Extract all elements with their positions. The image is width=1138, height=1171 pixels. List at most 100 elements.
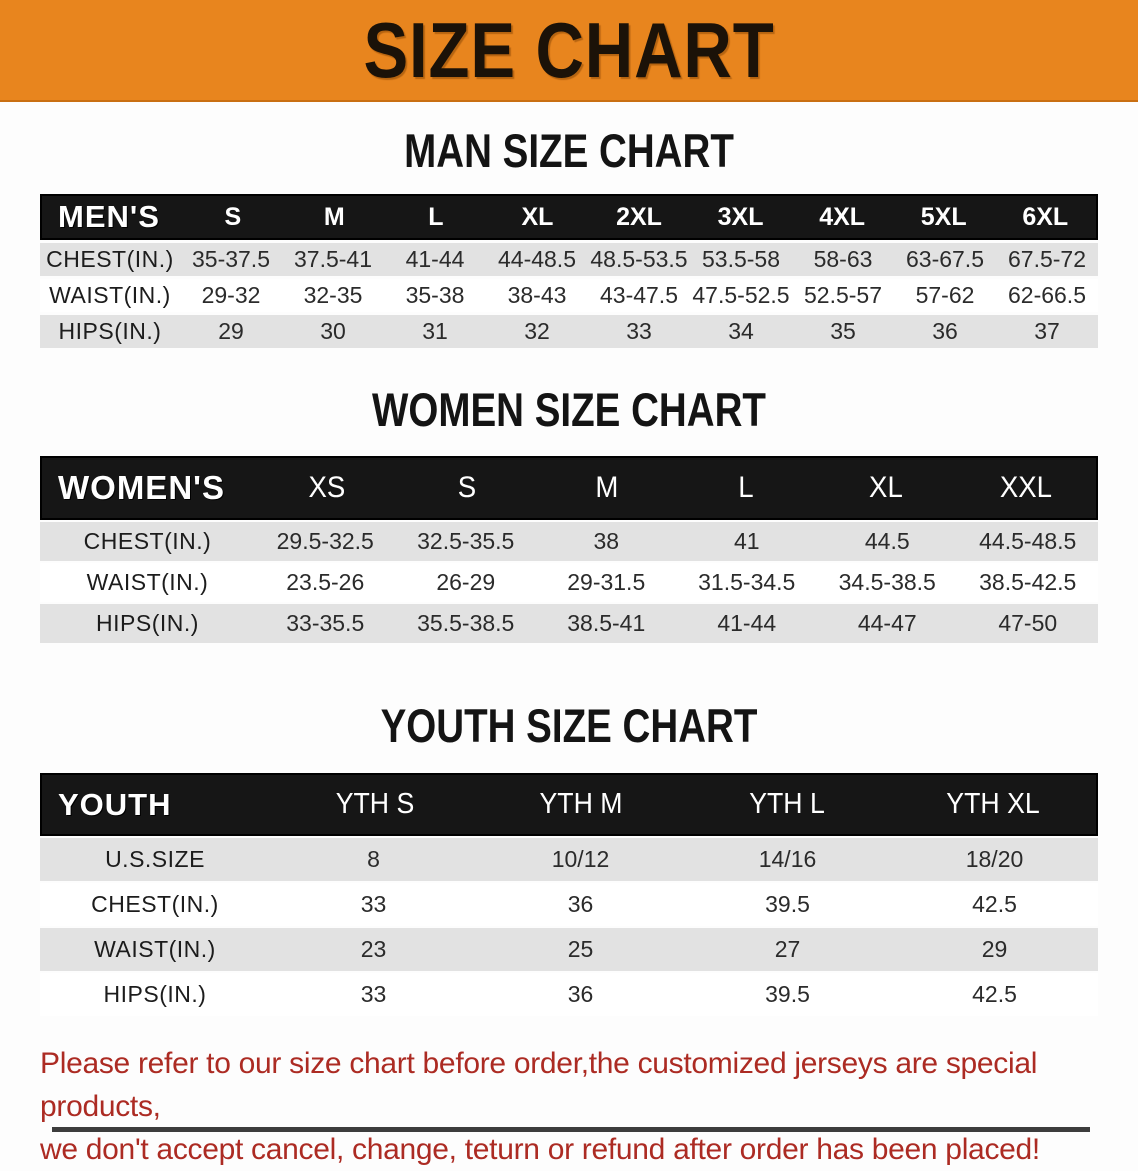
size-value: 29 <box>981 936 1008 962</box>
men-size-table: MEN'S S M L XL 2XL 3XL 4XL 5XL 6XL CHEST(IN.) 35-3… <box>40 194 1098 348</box>
size-value: 44-48.5 <box>497 246 576 272</box>
size-value: 31 <box>422 318 448 344</box>
size-value: 38.5-41 <box>567 610 646 636</box>
size-value: 42.5 <box>972 981 1017 1007</box>
size-value: 10/12 <box>551 846 610 872</box>
row-label: U.S.SIZE <box>105 846 205 872</box>
size-value: 32 <box>524 318 550 344</box>
size-value: 44.5 <box>864 528 910 554</box>
table-row: WAIST(IN.) 29-32 32-35 35-38 38-43 43-47.5 47.… <box>40 279 1098 312</box>
size-value: 34 <box>728 318 754 344</box>
men-table-header-row: MEN'S S M L XL 2XL 3XL 4XL 5XL 6XL <box>40 194 1098 240</box>
row-label: HIPS(IN.) <box>103 981 207 1007</box>
size-value: 53.5-58 <box>701 246 780 272</box>
table-corner-label: WOMEN'S <box>58 469 226 506</box>
size-value: 36 <box>567 891 594 917</box>
youth-size-table: YOUTH YTH S YTH M YTH L YTH XL U.S.SIZE 8 10/1… <box>40 773 1098 1016</box>
size-value: 67.5-72 <box>1007 246 1086 272</box>
column-header: M <box>323 202 345 231</box>
table-row: U.S.SIZE 8 10/12 14/16 18/20 <box>40 838 1098 881</box>
column-header: 5XL <box>920 202 967 231</box>
column-header: YTH S <box>335 788 415 820</box>
column-header: YTH XL <box>946 788 1040 820</box>
size-value: 32.5-35.5 <box>417 528 515 554</box>
size-value: 37.5-41 <box>293 246 372 272</box>
column-header: 4XL <box>819 202 866 231</box>
youth-table-header-row: YOUTH YTH S YTH M YTH L YTH XL <box>40 773 1098 836</box>
size-value: 35 <box>830 318 856 344</box>
size-value: 34.5-38.5 <box>838 569 936 595</box>
size-value: 58-63 <box>813 246 873 272</box>
size-value: 44.5-48.5 <box>979 528 1077 554</box>
column-header: XL <box>521 202 554 231</box>
youth-size-chart-heading: YOUTH SIZE CHART <box>380 699 758 752</box>
table-row: CHEST(IN.) 35-37.5 37.5-41 41-44 44-48.5 48.5… <box>40 243 1098 276</box>
size-value: 36 <box>932 318 958 344</box>
size-value: 48.5-53.5 <box>590 246 688 272</box>
size-value: 38-43 <box>507 282 567 308</box>
row-label: WAIST(IN.) <box>94 936 216 962</box>
size-value: 27 <box>774 936 801 962</box>
size-value: 47.5-52.5 <box>692 282 790 308</box>
size-value: 63-67.5 <box>905 246 984 272</box>
size-value: 33 <box>360 891 387 917</box>
size-value: 8 <box>367 846 380 872</box>
column-header: XS <box>308 471 346 504</box>
size-value: 41 <box>733 528 760 554</box>
order-disclaimer-note: Please refer to our size chart before or… <box>40 1042 1100 1171</box>
size-value: 18/20 <box>965 846 1024 872</box>
size-value: 23.5-26 <box>286 569 365 595</box>
size-value: 35.5-38.5 <box>417 610 515 636</box>
size-value: 30 <box>320 318 346 344</box>
youth-table-body: U.S.SIZE 8 10/12 14/16 18/20 CHEST(IN.) 33 36 39… <box>40 838 1098 1016</box>
size-value: 29 <box>218 318 244 344</box>
size-chart-banner: SIZE CHART <box>0 0 1138 102</box>
row-label: CHEST(IN.) <box>46 246 174 272</box>
size-value: 29-32 <box>201 282 261 308</box>
size-value: 14/16 <box>758 846 817 872</box>
size-value: 47-50 <box>998 610 1058 636</box>
row-label: HIPS(IN.) <box>58 318 162 344</box>
size-value: 41-44 <box>405 246 465 272</box>
size-value: 35-38 <box>405 282 465 308</box>
women-size-table: WOMEN'S XS S M L XL XXL CHEST(IN.) 29.5-32.5 32.… <box>40 456 1098 643</box>
size-value: 33-35.5 <box>286 610 365 636</box>
size-value: 33 <box>626 318 652 344</box>
size-value: 52.5-57 <box>803 282 882 308</box>
disclaimer-line-2: we don't accept cancel, change, teturn o… <box>40 1133 1040 1166</box>
column-header: XL <box>869 471 904 504</box>
column-header: 6XL <box>1022 202 1069 231</box>
man-size-chart-heading: MAN SIZE CHART <box>404 124 734 177</box>
table-row: WAIST(IN.) 23.5-26 26-29 29-31.5 31.5-34.5 34… <box>40 563 1098 602</box>
size-value: 38.5-42.5 <box>979 569 1077 595</box>
column-header: L <box>738 471 755 504</box>
column-header: S <box>224 202 242 231</box>
row-label: CHEST(IN.) <box>83 528 212 554</box>
row-label: CHEST(IN.) <box>91 891 219 917</box>
size-value: 29-31.5 <box>567 569 646 595</box>
size-value: 33 <box>360 981 387 1007</box>
table-row: HIPS(IN.) 33 36 39.5 42.5 <box>40 973 1098 1016</box>
table-row: HIPS(IN.) 33-35.5 35.5-38.5 38.5-41 41-44 44-… <box>40 604 1098 643</box>
size-value: 26-29 <box>436 569 496 595</box>
table-row: CHEST(IN.) 33 36 39.5 42.5 <box>40 883 1098 926</box>
column-header: YTH L <box>749 788 825 820</box>
size-value: 41-44 <box>717 610 777 636</box>
size-value: 23 <box>360 936 387 962</box>
size-value: 42.5 <box>972 891 1017 917</box>
size-value: 44-47 <box>857 610 917 636</box>
size-value: 39.5 <box>765 981 810 1007</box>
column-header: M <box>595 471 619 504</box>
column-header: L <box>428 202 444 231</box>
row-label: WAIST(IN.) <box>86 569 209 595</box>
size-value: 62-66.5 <box>1007 282 1086 308</box>
size-value: 35-37.5 <box>191 246 270 272</box>
women-table-header-row: WOMEN'S XS S M L XL XXL <box>40 456 1098 520</box>
column-header: XXL <box>999 471 1053 504</box>
men-table-body: CHEST(IN.) 35-37.5 37.5-41 41-44 44-48.5 48.5… <box>40 243 1098 348</box>
women-table-body: CHEST(IN.) 29.5-32.5 32.5-35.5 38 41 44.5 44.5… <box>40 522 1098 643</box>
table-row: HIPS(IN.) 29 30 31 32 33 34 35 36 37 <box>40 315 1098 348</box>
table-corner-label: MEN'S <box>58 199 160 234</box>
size-value: 29.5-32.5 <box>276 528 374 554</box>
women-size-chart-heading: WOMEN SIZE CHART <box>372 383 766 436</box>
